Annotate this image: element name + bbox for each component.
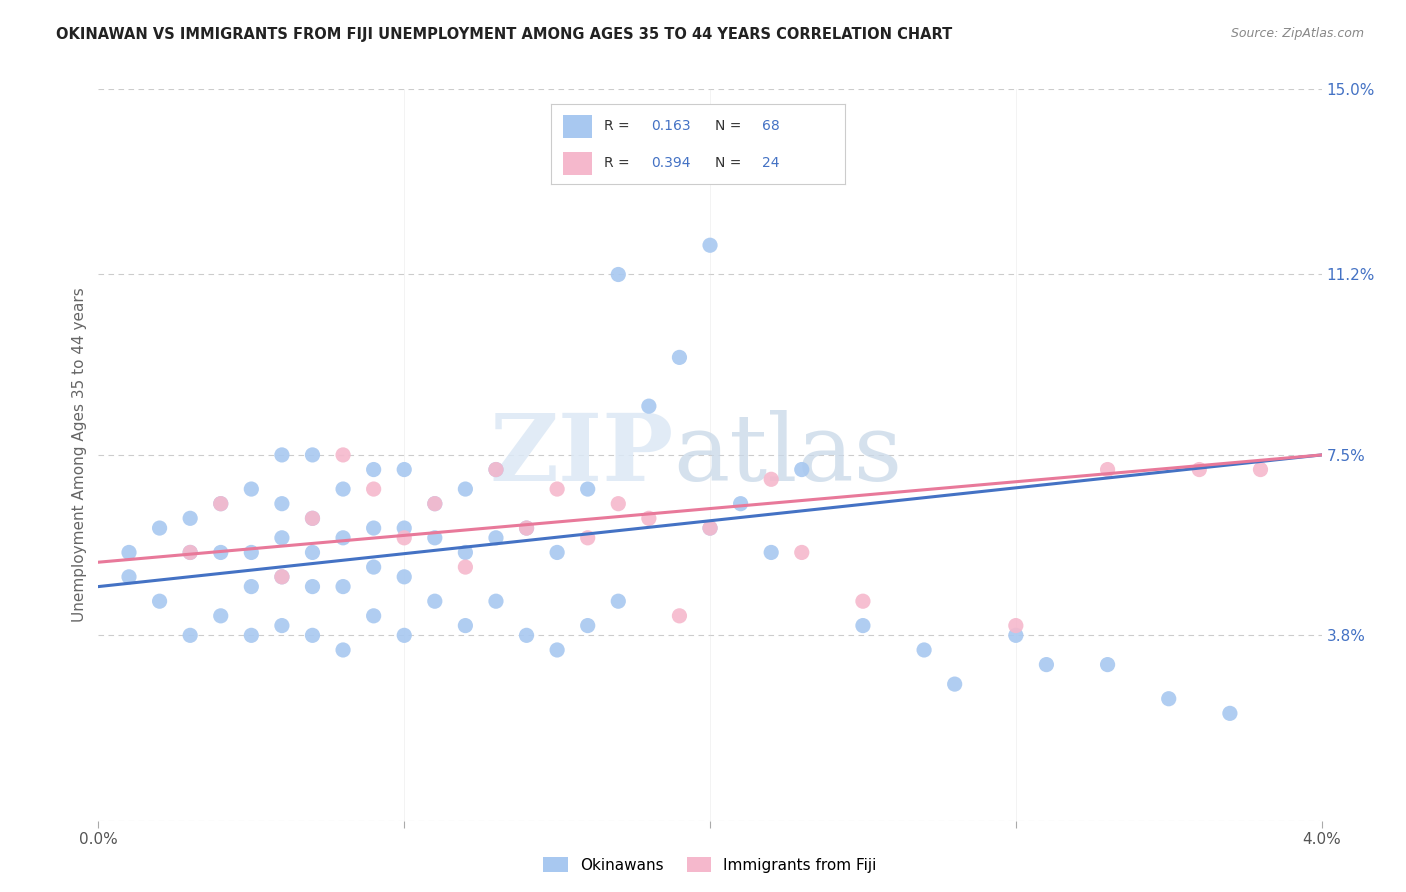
Point	[240, 482, 263, 496]
Point	[332, 482, 354, 496]
Point	[759, 472, 782, 486]
Point	[301, 628, 323, 642]
Point	[301, 545, 323, 559]
Point	[485, 594, 508, 608]
Point	[516, 521, 538, 535]
Point	[423, 594, 446, 608]
Point	[270, 618, 294, 632]
Point	[516, 521, 538, 535]
Point	[852, 618, 875, 632]
Point	[179, 545, 201, 559]
Point	[576, 482, 599, 496]
Text: Source: ZipAtlas.com: Source: ZipAtlas.com	[1230, 27, 1364, 40]
Point	[179, 511, 201, 525]
Point	[699, 238, 721, 252]
Point	[1035, 657, 1057, 672]
Legend: Okinawans, Immigrants from Fiji: Okinawans, Immigrants from Fiji	[537, 851, 883, 879]
Point	[301, 448, 323, 462]
Point	[149, 594, 172, 608]
Point	[392, 531, 416, 545]
Point	[546, 482, 568, 496]
Point	[179, 628, 201, 642]
Point	[363, 608, 385, 623]
Point	[270, 497, 294, 511]
Point	[332, 643, 354, 657]
Point	[546, 545, 568, 559]
Point	[1219, 706, 1241, 721]
Point	[209, 497, 232, 511]
Point	[270, 570, 294, 584]
Point	[301, 580, 323, 594]
Point	[576, 618, 599, 632]
Point	[1188, 462, 1211, 476]
Point	[485, 462, 508, 476]
Point	[332, 448, 354, 462]
Point	[454, 618, 477, 632]
Point	[149, 521, 172, 535]
Point	[454, 482, 477, 496]
Point	[240, 545, 263, 559]
Point	[363, 482, 385, 496]
Point	[423, 497, 446, 511]
Point	[1097, 657, 1119, 672]
Point	[454, 545, 477, 559]
Point	[1004, 628, 1026, 642]
Point	[607, 497, 630, 511]
Point	[392, 628, 416, 642]
Y-axis label: Unemployment Among Ages 35 to 44 years: Unemployment Among Ages 35 to 44 years	[72, 287, 87, 623]
Point	[485, 462, 508, 476]
Point	[1097, 462, 1119, 476]
Point	[790, 545, 813, 559]
Point	[485, 531, 508, 545]
Point	[392, 521, 416, 535]
Point	[363, 462, 385, 476]
Point	[209, 545, 232, 559]
Point	[392, 462, 416, 476]
Point	[516, 628, 538, 642]
Point	[607, 594, 630, 608]
Point	[699, 521, 721, 535]
Point	[332, 531, 354, 545]
Point	[209, 497, 232, 511]
Point	[363, 560, 385, 574]
Point	[668, 351, 690, 365]
Point	[637, 399, 661, 413]
Point	[759, 545, 782, 559]
Point	[332, 580, 354, 594]
Point	[637, 511, 661, 525]
Point	[790, 462, 813, 476]
Point	[1004, 618, 1026, 632]
Point	[1249, 462, 1271, 476]
Text: ZIP: ZIP	[489, 410, 673, 500]
Point	[730, 497, 752, 511]
Point	[546, 643, 568, 657]
Point	[209, 608, 232, 623]
Point	[240, 628, 263, 642]
Text: atlas: atlas	[673, 410, 903, 500]
Point	[270, 570, 294, 584]
Point	[118, 545, 141, 559]
Point	[423, 497, 446, 511]
Point	[270, 448, 294, 462]
Point	[240, 580, 263, 594]
Point	[912, 643, 935, 657]
Point	[423, 531, 446, 545]
Point	[852, 594, 875, 608]
Point	[270, 531, 294, 545]
Point	[668, 608, 690, 623]
Point	[301, 511, 323, 525]
Point	[301, 511, 323, 525]
Point	[1157, 691, 1180, 706]
Point	[699, 521, 721, 535]
Point	[179, 545, 201, 559]
Text: OKINAWAN VS IMMIGRANTS FROM FIJI UNEMPLOYMENT AMONG AGES 35 TO 44 YEARS CORRELAT: OKINAWAN VS IMMIGRANTS FROM FIJI UNEMPLO…	[56, 27, 952, 42]
Point	[454, 560, 477, 574]
Point	[607, 268, 630, 282]
Point	[943, 677, 966, 691]
Point	[118, 570, 141, 584]
Point	[392, 570, 416, 584]
Point	[363, 521, 385, 535]
Point	[576, 531, 599, 545]
